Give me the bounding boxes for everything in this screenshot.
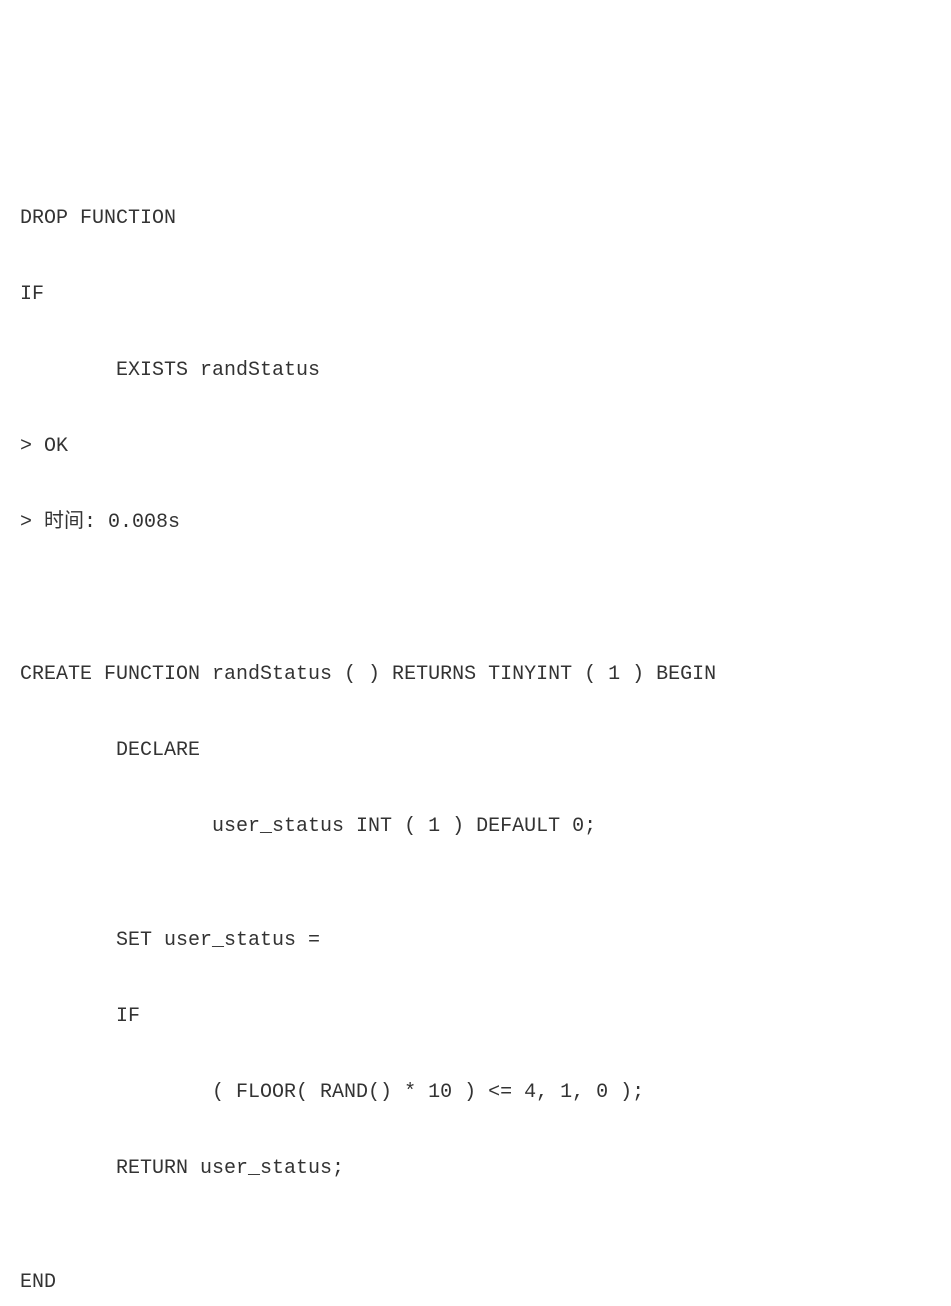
code-line-2: EXISTS randStatus xyxy=(20,352,931,390)
code-line-16: END xyxy=(20,1264,931,1302)
code-line-11: SET user_status = xyxy=(20,922,931,960)
code-line-13: ( FLOOR( RAND() * 10 ) <= 4, 1, 0 ); xyxy=(20,1074,931,1112)
sql-console-output: DROP FUNCTION IF EXISTS randStatus > OK … xyxy=(20,162,931,1306)
code-line-12: IF xyxy=(20,998,931,1036)
code-line-14: RETURN user_status; xyxy=(20,1150,931,1188)
code-line-0: DROP FUNCTION xyxy=(20,200,931,238)
code-line-3: > OK xyxy=(20,428,931,466)
code-line-1: IF xyxy=(20,276,931,314)
code-line-8: DECLARE xyxy=(20,732,931,770)
code-line-7: CREATE FUNCTION randStatus ( ) RETURNS T… xyxy=(20,656,931,694)
code-line-9: user_status INT ( 1 ) DEFAULT 0; xyxy=(20,808,931,846)
code-line-4: > 时间: 0.008s xyxy=(20,504,931,542)
